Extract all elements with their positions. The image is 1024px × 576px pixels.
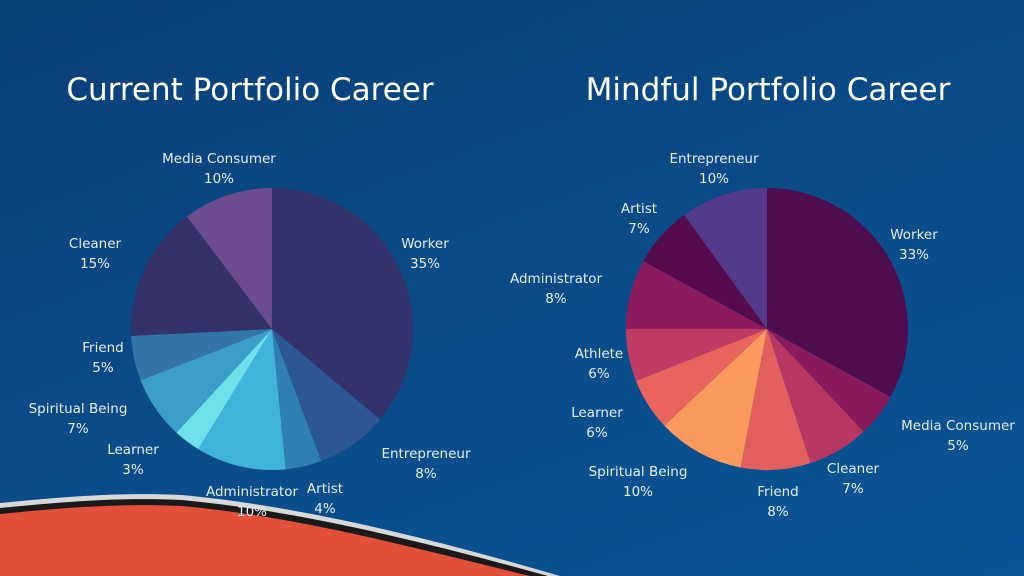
pie-slice-current-artist (272, 329, 322, 470)
slice-label-current-spiritual-being: Spiritual Being (29, 401, 128, 417)
pie-slice-current-learner (176, 329, 272, 450)
pie-slice-current-administrator (198, 329, 286, 471)
pie-slice-current-friend (131, 329, 272, 381)
pie-slice-current-media-consumer (186, 188, 272, 329)
slice-label-mindful-entrepreneur: Entrepreneur (669, 151, 758, 167)
pie-slice-mindful-spiritual-being (664, 329, 767, 468)
pie-slice-mindful-administrator (626, 261, 767, 329)
slice-value-current-media-consumer: 10% (204, 171, 234, 187)
slice-label-mindful-media-consumer: Media Consumer (901, 418, 1015, 434)
slice-value-current-administrator: 10% (237, 504, 267, 520)
pie-slice-mindful-worker (767, 188, 908, 397)
slice-label-mindful-worker: Worker (890, 227, 938, 243)
slice-value-mindful-media-consumer: 5% (947, 438, 969, 454)
slice-label-mindful-administrator: Administrator (510, 271, 602, 287)
slice-value-mindful-administrator: 8% (545, 291, 567, 307)
chart-title-mindful: Mindful Portfolio Career (585, 72, 951, 108)
slice-value-mindful-learner: 6% (586, 425, 608, 441)
pie-slice-mindful-learner (635, 329, 767, 426)
slice-label-current-media-consumer: Media Consumer (162, 151, 276, 167)
slice-label-mindful-friend: Friend (757, 484, 799, 500)
slice-value-current-cleaner: 15% (80, 256, 110, 272)
pie-slice-mindful-entrepreneur (684, 188, 767, 329)
slice-label-current-worker: Worker (401, 236, 449, 252)
slice-value-current-artist: 4% (314, 501, 336, 517)
pie-slice-mindful-artist (643, 214, 767, 329)
slice-value-mindful-cleaner: 7% (842, 481, 864, 497)
slice-value-mindful-spiritual-being: 10% (623, 484, 653, 500)
pie-slice-mindful-friend (740, 329, 811, 470)
slice-value-current-worker: 35% (410, 256, 440, 272)
slice-value-mindful-athlete: 6% (588, 366, 610, 382)
slice-value-mindful-entrepreneur: 10% (699, 171, 729, 187)
slice-label-mindful-athlete: Athlete (575, 346, 624, 362)
slice-value-mindful-artist: 7% (628, 221, 650, 237)
pie-slice-mindful-athlete (626, 329, 767, 381)
pie-slice-mindful-cleaner (767, 329, 864, 464)
slice-label-current-cleaner: Cleaner (69, 236, 122, 252)
slice-value-current-friend: 5% (92, 360, 114, 376)
pie-slice-current-entrepreneur (272, 329, 381, 462)
slice-value-mindful-friend: 8% (767, 504, 789, 520)
slice-value-current-spiritual-being: 7% (67, 421, 89, 437)
slice-label-mindful-artist: Artist (621, 201, 657, 217)
pie-slice-current-spiritual-being (140, 329, 272, 433)
slice-label-current-friend: Friend (82, 340, 124, 356)
slice-label-mindful-spiritual-being: Spiritual Being (589, 464, 688, 480)
pie-slice-mindful-media-consumer (767, 329, 891, 432)
slice-value-current-entrepreneur: 8% (415, 466, 437, 482)
slice-label-current-learner: Learner (107, 442, 159, 458)
slice-label-mindful-cleaner: Cleaner (827, 461, 880, 477)
slice-label-mindful-learner: Learner (571, 405, 623, 421)
pie-slice-current-cleaner (131, 216, 272, 336)
slice-label-current-artist: Artist (307, 481, 343, 497)
pie-slice-current-worker (272, 188, 413, 420)
slice-value-current-learner: 3% (122, 462, 144, 478)
slice-label-current-entrepreneur: Entrepreneur (381, 446, 470, 462)
slice-label-current-administrator: Administrator (206, 484, 298, 500)
chart-title-current: Current Portfolio Career (66, 72, 434, 108)
slice-value-mindful-worker: 33% (899, 247, 929, 263)
